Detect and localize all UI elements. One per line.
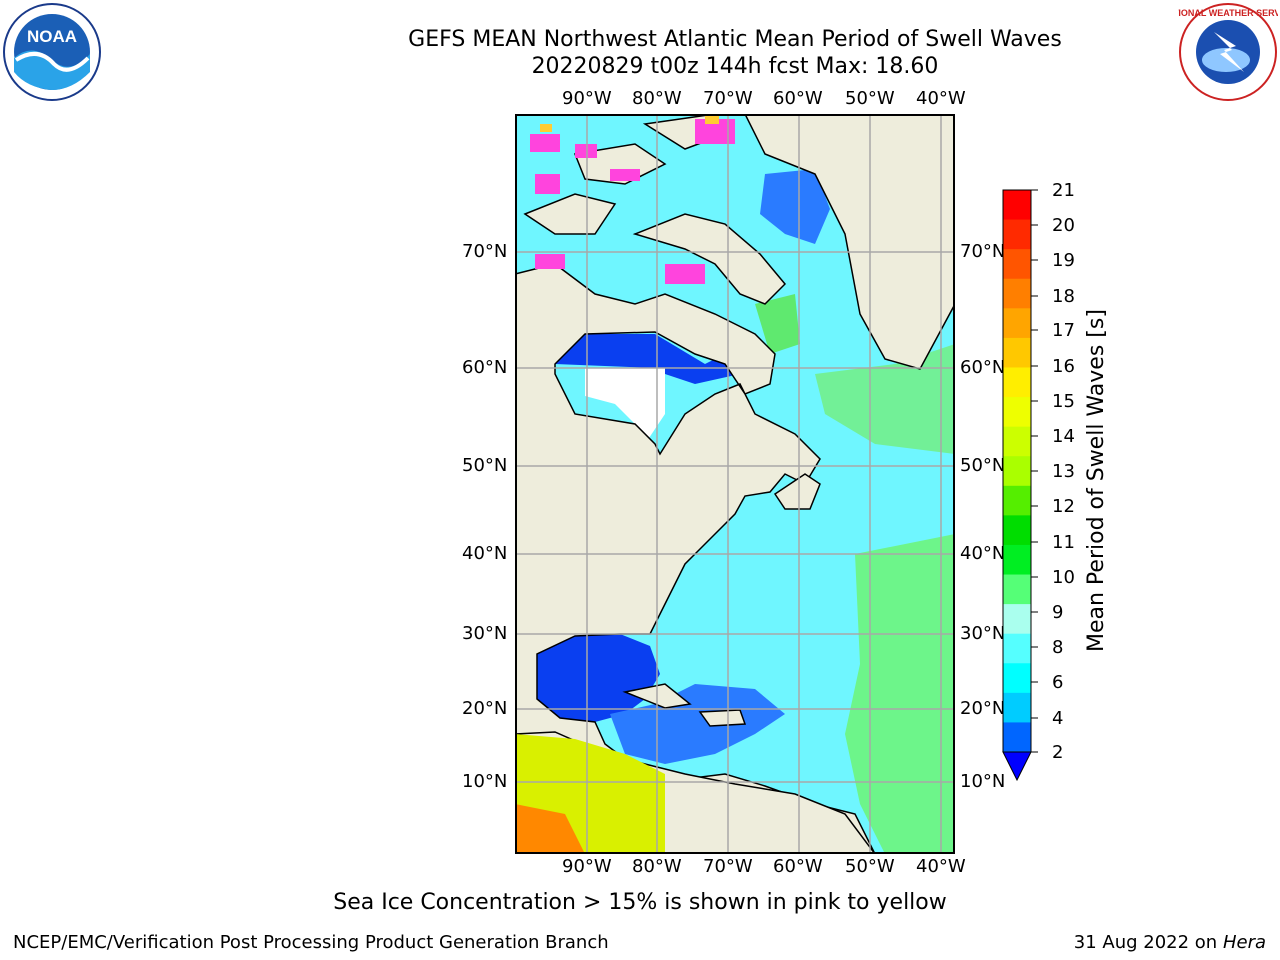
nws-logo: NATIONAL WEATHER SERVICE bbox=[1161, 2, 1280, 102]
lat-label-left-70n: 70°N bbox=[462, 241, 508, 262]
colorbar-segment bbox=[1003, 249, 1031, 280]
sea-ice-high bbox=[540, 116, 719, 132]
colorbar-segment bbox=[1003, 663, 1031, 694]
colorbar-tick-label: 17 bbox=[1052, 320, 1075, 341]
nws-logo-text: NATIONAL WEATHER SERVICE bbox=[1178, 8, 1278, 18]
page-title: GEFS MEAN Northwest Atlantic Mean Period… bbox=[0, 26, 1280, 80]
lat-label-right-10n: 10°N bbox=[960, 771, 1006, 792]
lat-label-left-10n: 10°N bbox=[462, 771, 508, 792]
colorbar bbox=[1002, 189, 1038, 782]
north-green-swell bbox=[815, 344, 955, 454]
lat-label-right-70n: 70°N bbox=[960, 241, 1006, 262]
colorbar-segment bbox=[1003, 722, 1031, 753]
colorbar-tick-label: 4 bbox=[1052, 708, 1064, 729]
colorbar-tick-label: 13 bbox=[1052, 461, 1075, 482]
colorbar-segment bbox=[1003, 397, 1031, 428]
colorbar-segment bbox=[1003, 308, 1031, 339]
map-panel bbox=[515, 114, 955, 854]
atlantic-green-swell bbox=[845, 534, 955, 854]
colorbar-segment bbox=[1003, 633, 1031, 664]
gulf-low-period bbox=[537, 634, 660, 722]
lon-label-top-60w: 60°W bbox=[773, 88, 823, 109]
colorbar-segment bbox=[1003, 515, 1031, 546]
colorbar-segment bbox=[1003, 574, 1031, 605]
colorbar-segment bbox=[1003, 367, 1031, 398]
colorbar-tick-label: 2 bbox=[1052, 742, 1064, 763]
colorbar-tick-label: 14 bbox=[1052, 426, 1075, 447]
lon-label-top-80w: 80°W bbox=[632, 88, 682, 109]
lat-label-left-20n: 20°N bbox=[462, 698, 508, 719]
lat-label-right-50n: 50°N bbox=[960, 455, 1006, 476]
colorbar-tick-label: 10 bbox=[1052, 567, 1075, 588]
lon-label-top-70w: 70°W bbox=[703, 88, 753, 109]
footer-machine: Hera bbox=[1222, 932, 1266, 953]
footer-branch: NCEP/EMC/Verification Post Processing Pr… bbox=[13, 932, 609, 953]
lon-label-bottom-60w: 60°W bbox=[773, 856, 823, 877]
lon-label-bottom-50w: 50°W bbox=[845, 856, 895, 877]
colorbar-label: Mean Period of Swell Waves [s] bbox=[1084, 309, 1109, 652]
lon-label-bottom-70w: 70°W bbox=[703, 856, 753, 877]
baffin-blue bbox=[760, 169, 830, 244]
lon-label-top-90w: 90°W bbox=[562, 88, 612, 109]
noaa-logo-text: NOAA bbox=[27, 27, 77, 46]
colorbar-tick-label: 11 bbox=[1052, 532, 1075, 553]
footer-date-text: 31 Aug 2022 on bbox=[1073, 932, 1218, 953]
colorbar-tick-label: 12 bbox=[1052, 496, 1075, 517]
colorbar-tick-label: 16 bbox=[1052, 356, 1075, 377]
noaa-logo: NOAA bbox=[2, 2, 102, 102]
lon-label-bottom-40w: 40°W bbox=[916, 856, 966, 877]
lat-label-right-20n: 20°N bbox=[960, 698, 1006, 719]
colorbar-tick-label: 8 bbox=[1052, 637, 1064, 658]
colorbar-segment bbox=[1003, 337, 1031, 368]
lon-label-top-40w: 40°W bbox=[916, 88, 966, 109]
lon-label-bottom-90w: 90°W bbox=[562, 856, 612, 877]
graticule bbox=[515, 114, 955, 854]
lon-label-bottom-80w: 80°W bbox=[632, 856, 682, 877]
lat-label-left-50n: 50°N bbox=[462, 455, 508, 476]
sea-ice-note: Sea Ice Concentration > 15% is shown in … bbox=[333, 890, 947, 915]
colorbar-segment bbox=[1003, 544, 1031, 576]
lat-label-right-60n: 60°N bbox=[960, 357, 1006, 378]
colorbar-extend-arrow bbox=[1002, 751, 1032, 782]
colorbar-segment bbox=[1003, 692, 1031, 723]
caribbean-low-period bbox=[610, 684, 785, 764]
title-line-1: GEFS MEAN Northwest Atlantic Mean Period… bbox=[408, 27, 1062, 52]
colorbar-segment bbox=[1003, 190, 1031, 221]
lat-label-left-40n: 40°N bbox=[462, 543, 508, 564]
colorbar-segment bbox=[1003, 604, 1031, 635]
hudson-bay-white bbox=[585, 368, 665, 444]
lat-label-left-60n: 60°N bbox=[462, 357, 508, 378]
labrador-green bbox=[755, 294, 800, 354]
lon-label-top-50w: 50°W bbox=[845, 88, 895, 109]
colorbar-tick-label: 19 bbox=[1052, 250, 1075, 271]
lat-label-right-30n: 30°N bbox=[960, 623, 1006, 644]
colorbar-segment bbox=[1003, 219, 1031, 250]
map-frame bbox=[515, 114, 955, 854]
colorbar-tick-label: 18 bbox=[1052, 286, 1075, 307]
hudson-bay bbox=[555, 334, 740, 384]
colorbar-segment bbox=[1003, 426, 1031, 457]
lat-label-right-40n: 40°N bbox=[960, 543, 1006, 564]
colorbar-tick-label: 15 bbox=[1052, 391, 1075, 412]
colorbar-tick-label: 6 bbox=[1052, 672, 1064, 693]
colorbar-tick-label: 20 bbox=[1052, 215, 1075, 236]
title-line-2: 20220829 t00z 144h fcst Max: 18.60 bbox=[531, 54, 939, 79]
colorbar-segment bbox=[1003, 485, 1031, 516]
lat-label-left-30n: 30°N bbox=[462, 623, 508, 644]
colorbar-segment bbox=[1003, 278, 1031, 309]
footer-date: 31 Aug 2022 on Hera bbox=[1074, 932, 1266, 953]
colorbar-tick-label: 9 bbox=[1052, 602, 1064, 623]
colorbar-tick-label: 21 bbox=[1052, 180, 1075, 201]
sa-swell-orange bbox=[515, 804, 585, 854]
colorbar-segment bbox=[1003, 456, 1031, 487]
